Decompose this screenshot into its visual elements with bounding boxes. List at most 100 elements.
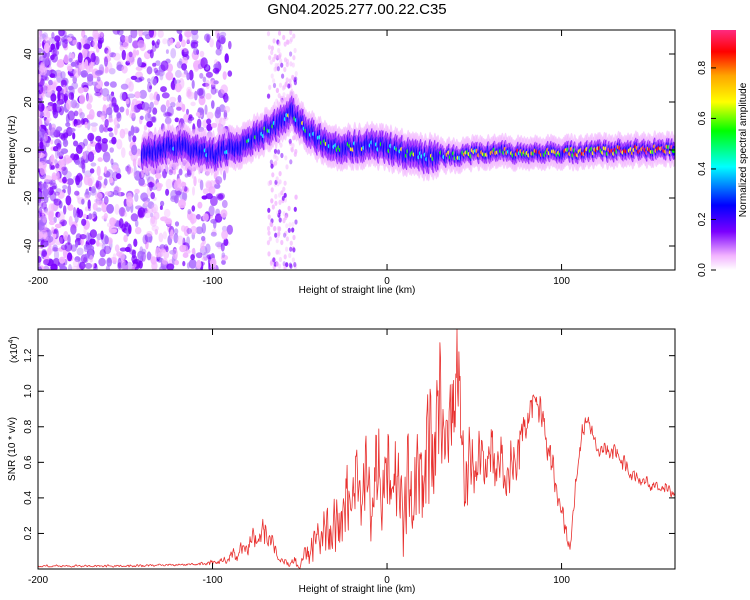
spectrogram-cell — [39, 164, 46, 176]
spectrogram-y-label: Frequency (Hz) — [7, 116, 18, 185]
spectrogram-cell — [142, 234, 148, 245]
spectrogram-cell — [164, 116, 172, 125]
spectrogram-cell — [78, 61, 83, 72]
spectrogram-cell — [186, 236, 191, 247]
spectrogram-cell — [278, 217, 282, 223]
spectrogram-cell — [152, 62, 157, 67]
spectrogram-cell — [108, 68, 116, 75]
spectrogram-cell — [90, 186, 96, 194]
spectrogram-cell — [83, 138, 88, 147]
spectrogram-cell — [266, 240, 270, 246]
spectrogram-cell — [220, 209, 228, 218]
spectrogram-cell — [44, 210, 51, 215]
spectrogram-cell — [80, 70, 89, 78]
spectrogram-cell — [63, 30, 67, 37]
spectrogram-cell — [38, 84, 44, 95]
spectrogram-cell — [181, 103, 186, 113]
spectrogram-cell — [277, 93, 281, 99]
spectrogram-cell — [288, 262, 292, 268]
spectrogram-cell — [42, 213, 47, 223]
spectrogram-cell — [191, 248, 196, 255]
spectrogram-cell — [42, 265, 50, 270]
spectrogram-cell — [278, 54, 282, 60]
spectrogram-cell — [288, 78, 292, 84]
spectrogram-cell — [221, 252, 226, 258]
spectrogram-cell — [221, 230, 229, 240]
spectrogram-cell — [198, 87, 206, 99]
spectrogram-cell — [193, 60, 201, 71]
spectrogram-cell — [114, 203, 120, 215]
spectrogram-cell — [163, 111, 171, 118]
spectrogram-cell — [92, 39, 98, 49]
spectrogram-cell — [267, 230, 271, 236]
spectrogram-cell — [275, 87, 279, 94]
spectrogram-cell — [290, 147, 294, 153]
spectrogram-cell — [202, 76, 207, 83]
spectrogram-cell — [84, 262, 93, 269]
spectrogram-cell — [96, 200, 105, 206]
spectrogram-cell — [90, 162, 97, 167]
snr-multiplier: (x104) — [8, 336, 20, 363]
spectrogram-cell — [215, 48, 222, 56]
spectrogram-cell — [110, 158, 114, 165]
spectrogram-cell — [180, 39, 186, 48]
spectrogram-cell — [58, 30, 65, 37]
spectrogram-cell — [194, 90, 198, 101]
spectrogram-cell — [151, 225, 159, 232]
spectrogram-cell — [119, 106, 125, 113]
spectrogram-cell — [52, 102, 58, 113]
snr-y-tick-label: 0.8 — [23, 419, 34, 433]
spectrogram-cell — [289, 246, 293, 252]
spectrogram-cell — [51, 32, 55, 39]
spectrogram-cell — [109, 217, 116, 226]
spectrogram-cell — [103, 126, 109, 133]
spectrogram-cell — [104, 118, 109, 128]
spectrogram-cell — [56, 101, 61, 112]
spectrogram-cell — [180, 181, 187, 188]
spectrogram-cell — [49, 190, 57, 202]
spectrogram-cell — [41, 201, 47, 210]
spectrogram-cell — [278, 199, 282, 205]
spectrogram-cell — [80, 118, 85, 125]
spectrogram-cell — [66, 178, 74, 186]
spectrogram-cell — [137, 57, 142, 67]
spectrogram-cell — [283, 254, 287, 260]
spectrogram-cell — [112, 164, 119, 172]
spectrogram-cell — [275, 237, 279, 244]
spectrogram-cell — [228, 40, 232, 50]
spectrogram-cell — [143, 124, 148, 131]
spectrogram-cell — [100, 230, 104, 240]
spectrogram-cell — [147, 182, 155, 188]
spectrogram-cell — [43, 42, 50, 54]
spectrogram-cell — [50, 226, 55, 234]
spectrogram-cell — [131, 112, 136, 122]
spectrogram-cell — [81, 48, 88, 59]
spectrogram-cell — [71, 265, 80, 270]
spectrogram-cell — [90, 52, 96, 63]
spectrogram-y-tick-label: 40 — [23, 48, 34, 60]
spectrogram-cell — [292, 55, 296, 61]
spectrogram-cell — [278, 256, 282, 263]
spectrogram-cell — [112, 30, 121, 35]
spectrogram-cell — [80, 160, 86, 170]
spectrogram-cell — [62, 84, 67, 94]
snr-y-label: SNR (10 * v/v) — [7, 417, 18, 481]
spectrogram-cell — [50, 263, 58, 270]
spectrogram-cell — [59, 236, 63, 245]
spectrogram-cell — [196, 214, 201, 220]
spectrogram-cell — [129, 249, 137, 255]
spectrogram-cell — [128, 131, 132, 143]
spectrogram-cell — [128, 224, 132, 235]
spectrogram-cell — [276, 39, 280, 45]
colorbar-tick-label: 0.0 — [697, 263, 708, 277]
spectrogram-cell — [98, 257, 106, 267]
spectrogram-cell — [75, 175, 81, 186]
spectrogram-cell — [175, 69, 182, 78]
spectrogram-cell — [59, 265, 68, 270]
spectrogram-cell — [107, 117, 114, 123]
spectrogram-cell — [196, 259, 202, 269]
spectrogram-y-tick-label: -40 — [23, 238, 34, 253]
spectrogram-cell — [177, 190, 181, 198]
spectrogram-cell — [158, 232, 164, 243]
